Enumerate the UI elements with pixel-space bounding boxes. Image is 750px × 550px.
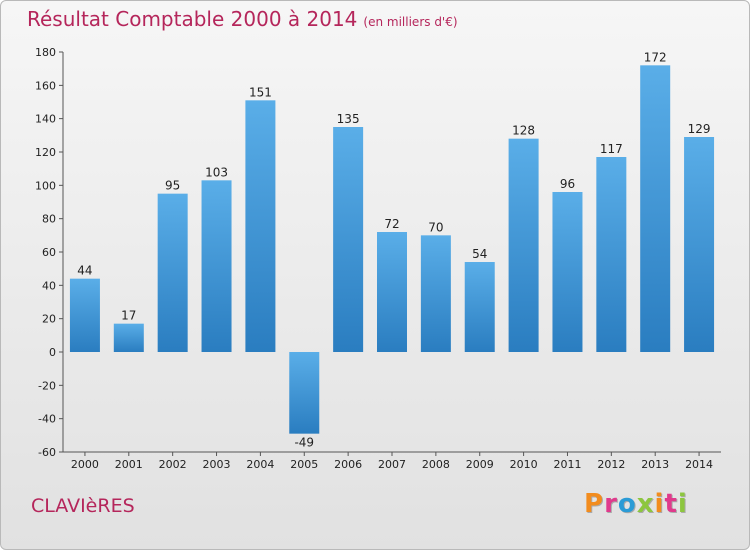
bar-2002 <box>157 193 188 352</box>
logo-letter: P <box>584 489 605 519</box>
y-tick-label: -20 <box>38 379 56 392</box>
bar-2012 <box>596 157 627 352</box>
data-label-2013: 172 <box>644 50 667 64</box>
chart-subtitle: (en milliers d'€) <box>363 15 458 29</box>
x-tick-label-2002: 2002 <box>159 458 187 471</box>
x-tick-label-2000: 2000 <box>71 458 99 471</box>
proxiti-logo: Proxiti <box>584 489 688 519</box>
x-tick-label-2003: 2003 <box>203 458 231 471</box>
logo-letter: i <box>677 489 688 519</box>
data-label-2014: 129 <box>688 122 711 136</box>
logo-letter: r <box>604 489 618 519</box>
x-tick-label-2001: 2001 <box>115 458 143 471</box>
logo-letter: t <box>664 489 678 519</box>
bar-2001 <box>113 323 144 352</box>
bar-2009 <box>464 262 495 352</box>
logo-letter: x <box>636 489 655 519</box>
x-tick-label-2008: 2008 <box>422 458 450 471</box>
y-tick-label: 140 <box>35 113 56 126</box>
bar-2004 <box>245 100 276 352</box>
data-label-2002: 95 <box>165 179 180 193</box>
x-tick-label-2006: 2006 <box>334 458 362 471</box>
bar-2013 <box>640 65 671 352</box>
data-label-2005: -49 <box>294 436 314 450</box>
data-label-2001: 17 <box>121 309 136 323</box>
y-tick-label: 100 <box>35 179 56 192</box>
x-tick-label-2012: 2012 <box>597 458 625 471</box>
bar-2005 <box>289 352 320 434</box>
y-tick-label: 180 <box>35 46 56 59</box>
data-label-2003: 103 <box>205 165 228 179</box>
x-tick-label-2013: 2013 <box>641 458 669 471</box>
chart-title-text: Résultat Comptable 2000 à 2014 <box>27 7 358 31</box>
data-label-2006: 135 <box>337 112 360 126</box>
x-tick-label-2005: 2005 <box>290 458 318 471</box>
data-label-2012: 117 <box>600 142 623 156</box>
bar-2003 <box>201 180 232 352</box>
logo-letter: i <box>654 489 665 519</box>
y-tick-label: -60 <box>38 446 56 459</box>
chart-title: Résultat Comptable 2000 à 2014 (en millie… <box>27 7 458 31</box>
y-tick-label: 20 <box>42 313 56 326</box>
y-tick-label: 40 <box>42 279 56 292</box>
x-tick-label-2010: 2010 <box>510 458 538 471</box>
data-label-2004: 151 <box>249 85 272 99</box>
y-tick-label: 60 <box>42 246 56 259</box>
bar-2007 <box>377 232 407 352</box>
bar-2006 <box>333 127 364 352</box>
x-tick-label-2007: 2007 <box>378 458 406 471</box>
place-name: CLAVIèRES <box>31 495 135 517</box>
chart-axes: -60 -40 -20 0 20 40 60 80 100 120 140 160 180 2000 200… <box>35 46 721 471</box>
chart-data-labels: 44 17 95 103 151 -49 135 72 70 54 128 96 117 172 129 <box>77 50 710 449</box>
y-tick-label: 120 <box>35 146 56 159</box>
data-label-2009: 54 <box>472 247 487 261</box>
data-label-2007: 72 <box>384 217 399 231</box>
y-tick-label: 0 <box>49 346 56 359</box>
bar-2000 <box>69 278 100 352</box>
y-tick-label: -40 <box>38 413 56 426</box>
x-tick-label-2004: 2004 <box>246 458 274 471</box>
data-label-2011: 96 <box>560 177 575 191</box>
y-tick-label: 160 <box>35 79 56 92</box>
logo-letter: o <box>617 489 637 519</box>
bar-2014 <box>684 137 715 352</box>
bar-2008 <box>420 235 451 352</box>
x-tick-label-2014: 2014 <box>685 458 713 471</box>
x-tick-label-2009: 2009 <box>466 458 494 471</box>
data-label-2010: 128 <box>512 124 535 138</box>
data-label-2008: 70 <box>428 220 443 234</box>
data-label-2000: 44 <box>77 264 92 278</box>
bar-2011 <box>552 192 583 352</box>
chart-bars <box>69 65 715 434</box>
x-tick-label-2011: 2011 <box>553 458 581 471</box>
bar-2010 <box>508 138 539 352</box>
y-tick-label: 80 <box>42 213 56 226</box>
